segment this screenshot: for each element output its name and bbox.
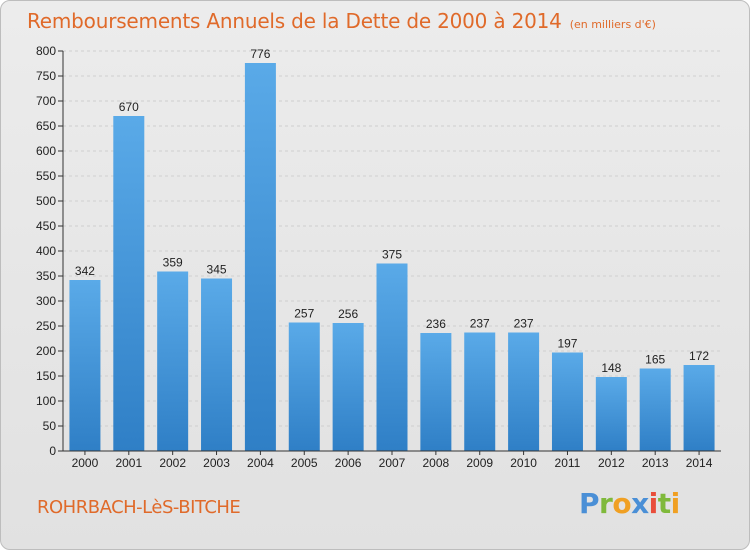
y-tick-label: 350 (36, 269, 56, 283)
city-name: ROHRBACH-LèS-BITCHE (37, 497, 241, 518)
bar (376, 263, 408, 451)
logo-letter: t (657, 487, 671, 520)
bar-value-label: 165 (645, 353, 665, 367)
bar-value-label: 345 (207, 263, 227, 277)
bar-value-label: 148 (601, 361, 621, 375)
y-tick-label: 550 (36, 169, 56, 183)
chart-title-block: Remboursements Annuels de la Dette de 20… (27, 9, 656, 33)
bar (683, 365, 715, 451)
x-tick-label: 2002 (159, 456, 186, 470)
y-tick-label: 600 (36, 144, 56, 158)
bar (551, 352, 583, 451)
x-tick-label: 2005 (291, 456, 318, 470)
bar-value-label: 342 (75, 264, 95, 278)
logo-letter: i (670, 487, 681, 520)
x-tick-label: 2014 (686, 456, 713, 470)
logo-letter: P (579, 487, 600, 520)
bar (332, 323, 364, 451)
y-tick-label: 750 (36, 69, 56, 83)
bar (508, 332, 540, 451)
y-tick-label: 800 (36, 44, 56, 58)
x-tick-label: 2010 (510, 456, 537, 470)
bar (113, 116, 145, 451)
y-tick-label: 250 (36, 319, 56, 333)
bar-value-label: 375 (382, 248, 402, 262)
y-tick-label: 700 (36, 94, 56, 108)
x-tick-label: 2007 (379, 456, 406, 470)
logo-letter: i (648, 487, 659, 520)
bar-value-label: 257 (294, 307, 314, 321)
y-tick-label: 50 (43, 419, 57, 433)
x-tick-label: 2009 (466, 456, 493, 470)
x-tick-label: 2004 (247, 456, 274, 470)
logo-letter: o (612, 487, 632, 520)
x-tick-label: 2008 (423, 456, 450, 470)
x-tick-label: 2013 (642, 456, 669, 470)
logo-letter: x (631, 487, 649, 520)
y-tick-label: 450 (36, 219, 56, 233)
bar-value-label: 197 (557, 337, 577, 351)
proxiti-logo: Proxiti (579, 487, 680, 520)
x-tick-label: 2001 (115, 456, 142, 470)
y-tick-label: 100 (36, 394, 56, 408)
x-tick-label: 2000 (72, 456, 99, 470)
bar-value-label: 236 (426, 317, 446, 331)
bar (420, 333, 452, 451)
bar (464, 332, 496, 451)
bar (595, 377, 627, 451)
bar-value-label: 776 (250, 47, 270, 61)
bar (157, 271, 189, 451)
chart-title: Remboursements Annuels de la Dette de 20… (27, 9, 562, 33)
bar (639, 368, 671, 451)
chart-subtitle: (en milliers d'€) (569, 18, 656, 31)
bar-series: 342 670 359 345 776 257 256 375 236 237 237 197 148 1… (69, 47, 715, 451)
bar-value-label: 670 (119, 100, 139, 114)
bar-value-label: 237 (470, 317, 490, 331)
y-tick-label: 650 (36, 119, 56, 133)
bar (244, 63, 276, 451)
x-tick-label: 2011 (555, 456, 581, 470)
bar-value-label: 256 (338, 307, 358, 321)
y-tick-label: 300 (36, 294, 56, 308)
bar-value-label: 172 (689, 349, 709, 363)
bar-value-label: 359 (163, 256, 183, 270)
bar-value-label: 237 (514, 317, 534, 331)
bar (69, 280, 101, 451)
x-tick-label: 2012 (598, 456, 625, 470)
y-tick-label: 200 (36, 344, 56, 358)
y-tick-label: 500 (36, 194, 56, 208)
bar (288, 322, 320, 451)
x-tick-label: 2003 (203, 456, 230, 470)
y-tick-label: 0 (49, 444, 56, 458)
bar (201, 278, 233, 451)
x-tick-label: 2006 (335, 456, 362, 470)
y-tick-label: 150 (36, 369, 56, 383)
axes: 0 50 100 150 200 250 300 350 400 450 500 550 600 650 7… (36, 44, 721, 470)
logo-letter: r (599, 487, 613, 520)
y-tick-label: 400 (36, 244, 56, 258)
